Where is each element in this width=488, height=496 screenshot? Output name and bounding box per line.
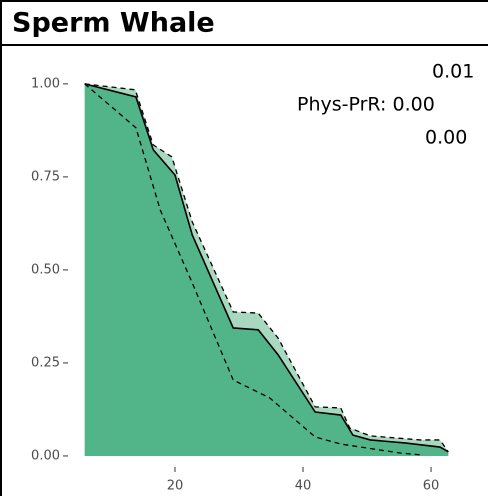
chart-title: Sperm Whale	[12, 8, 215, 39]
y-tick-label: 1.00	[31, 76, 60, 91]
y-tick-label: 0.50	[31, 262, 60, 277]
x-tick-label: 60	[423, 479, 440, 494]
y-tick-label: 0.25	[31, 355, 60, 370]
y-tick-label: 0.00	[31, 448, 60, 463]
area-fill	[84, 83, 449, 456]
y-tick-label: 0.75	[31, 169, 60, 184]
line	[84, 83, 421, 456]
line	[84, 83, 449, 453]
annotation: 0.01	[432, 61, 474, 83]
x-tick-label: 20	[167, 479, 184, 494]
annotation: 0.00	[425, 127, 467, 149]
annotation: Phys-PrR: 0.00	[297, 94, 435, 116]
x-tick-label: 40	[295, 479, 312, 494]
line	[84, 83, 449, 453]
plot: 0.00 0.25 0.50 0.75 1.00 20 40 60	[31, 76, 449, 494]
